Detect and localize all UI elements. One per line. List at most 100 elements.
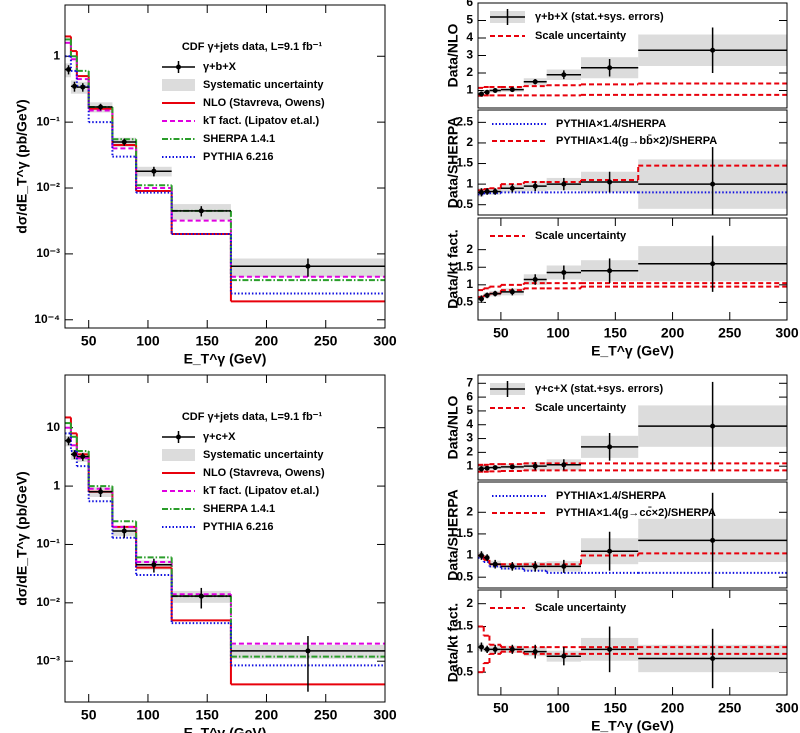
x-tick-label: 50 <box>81 333 97 349</box>
legend-label: Scale uncertainty <box>535 602 627 614</box>
x-tick-label: 250 <box>718 700 742 716</box>
x-tick-label: 200 <box>255 707 279 723</box>
y-tick-label: 2 <box>466 445 473 459</box>
legend-title: CDF γ+jets data, L=9.1 fb⁻¹ <box>182 41 323 53</box>
legend-label: PYTHIA×1.4(g→cc̄×2)/SHERPA <box>556 507 716 519</box>
data-point <box>607 179 613 185</box>
x-axis-label: E_T^γ (GeV) <box>591 343 674 359</box>
data-point <box>492 561 498 567</box>
legend-label: γ+c+X <box>203 431 236 443</box>
y-tick-label: 1 <box>466 83 473 97</box>
data-point <box>198 593 204 599</box>
data-point <box>478 466 484 472</box>
y-tick-label: 1 <box>466 548 473 562</box>
x-tick-label: 150 <box>604 325 628 341</box>
x-tick-label: 150 <box>604 700 628 716</box>
y-tick-label: 7 <box>466 375 473 389</box>
y-tick-label: 4 <box>466 417 473 431</box>
plot-frame <box>477 2 788 109</box>
data-point <box>80 454 86 460</box>
y-tick-label: 2.5 <box>456 115 473 129</box>
plot-frame <box>64 374 386 703</box>
data-point <box>66 66 72 72</box>
y-tick-label: 5 <box>466 13 473 27</box>
legend-label: SHERPA 1.4.1 <box>203 133 275 145</box>
data-point <box>151 562 157 568</box>
legend-label: PYTHIA 6.216 <box>203 521 274 533</box>
data-point <box>509 289 515 295</box>
y-tick-label: 3 <box>466 431 473 445</box>
data-point <box>532 463 538 469</box>
legend-label: kT fact. (Lipatov et.al.) <box>203 485 319 497</box>
data-point <box>484 465 490 471</box>
data-point <box>305 648 311 654</box>
data-point <box>509 464 515 470</box>
x-tick-label: 300 <box>775 325 799 341</box>
y-tick-label: 1.5 <box>456 156 473 170</box>
y-tick-label: 2 <box>466 135 473 149</box>
y-tick-label: 2 <box>466 242 473 256</box>
legend-swatch <box>162 449 195 461</box>
legend-label: NLO (Stavreva, Owens) <box>203 467 325 479</box>
x-tick-label: 100 <box>136 333 160 349</box>
y-tick-label: 1 <box>466 458 473 472</box>
legend-label: γ+b+X (stat.+sys. errors) <box>535 11 664 23</box>
x-tick-label: 50 <box>81 707 97 723</box>
data-point <box>492 88 498 93</box>
data-point <box>478 553 484 559</box>
y-tick-label: 0.5 <box>456 295 473 309</box>
x-tick-label: 300 <box>373 707 397 723</box>
data-point <box>492 465 498 471</box>
y-tick-label: 5 <box>466 403 473 417</box>
data-point <box>484 89 490 95</box>
legend-label: Systematic uncertainty <box>203 449 324 461</box>
data-point <box>478 189 484 195</box>
y-axis-label: Data/NLO <box>445 24 461 88</box>
legend-label: γ+b+X <box>203 61 237 73</box>
plot-frame <box>477 109 788 216</box>
plot-frame <box>64 4 386 329</box>
data-point <box>71 83 77 89</box>
y-axis-label: Data/SHERPA <box>445 489 461 581</box>
data-point <box>710 655 716 661</box>
y-tick-label: 1.5 <box>456 619 473 633</box>
x-axis-label: E_T^γ (GeV) <box>184 725 267 733</box>
x-tick-label: 200 <box>661 325 685 341</box>
data-point <box>478 91 484 97</box>
legend-label: PYTHIA 6.216 <box>203 151 274 163</box>
y-tick-label: 1 <box>466 176 473 190</box>
y-tick-label: 10⁻² <box>36 595 60 609</box>
y-tick-label: 10⁻³ <box>36 653 60 667</box>
x-tick-label: 150 <box>196 707 220 723</box>
x-tick-label: 250 <box>718 325 742 341</box>
data-point <box>492 646 498 652</box>
data-point <box>710 181 716 187</box>
y-tick-label: 10⁻³ <box>36 246 60 260</box>
y-tick-label: 4 <box>466 30 473 44</box>
data-point <box>710 47 716 53</box>
data-point <box>710 537 716 543</box>
y-tick-label: 1 <box>53 478 60 492</box>
data-point <box>532 277 538 283</box>
legend-label: Scale uncertainty <box>535 402 627 414</box>
y-axis-label: dσ/dE_T^γ (pb/GeV) <box>14 99 30 233</box>
data-point <box>509 563 515 569</box>
x-tick-label: 50 <box>493 325 509 341</box>
legend-label: PYTHIA×1.4/SHERPA <box>556 490 666 502</box>
x-tick-label: 200 <box>661 700 685 716</box>
y-tick-label: 10⁻² <box>36 180 60 194</box>
data-point <box>305 263 311 269</box>
data-point <box>561 563 567 569</box>
data-point <box>607 646 613 652</box>
y-tick-label: 1.5 <box>456 259 473 273</box>
data-point <box>478 296 484 302</box>
legend-label: PYTHIA×1.4/SHERPA <box>556 118 666 130</box>
y-tick-label: 10⁻¹ <box>36 114 60 128</box>
data-point <box>509 646 515 652</box>
x-tick-label: 250 <box>314 333 338 349</box>
data-point <box>478 644 484 650</box>
x-tick-label: 50 <box>493 700 509 716</box>
legend-title: CDF γ+jets data, L=9.1 fb⁻¹ <box>182 411 323 423</box>
y-tick-label: 2 <box>466 504 473 518</box>
data-point <box>98 104 104 110</box>
